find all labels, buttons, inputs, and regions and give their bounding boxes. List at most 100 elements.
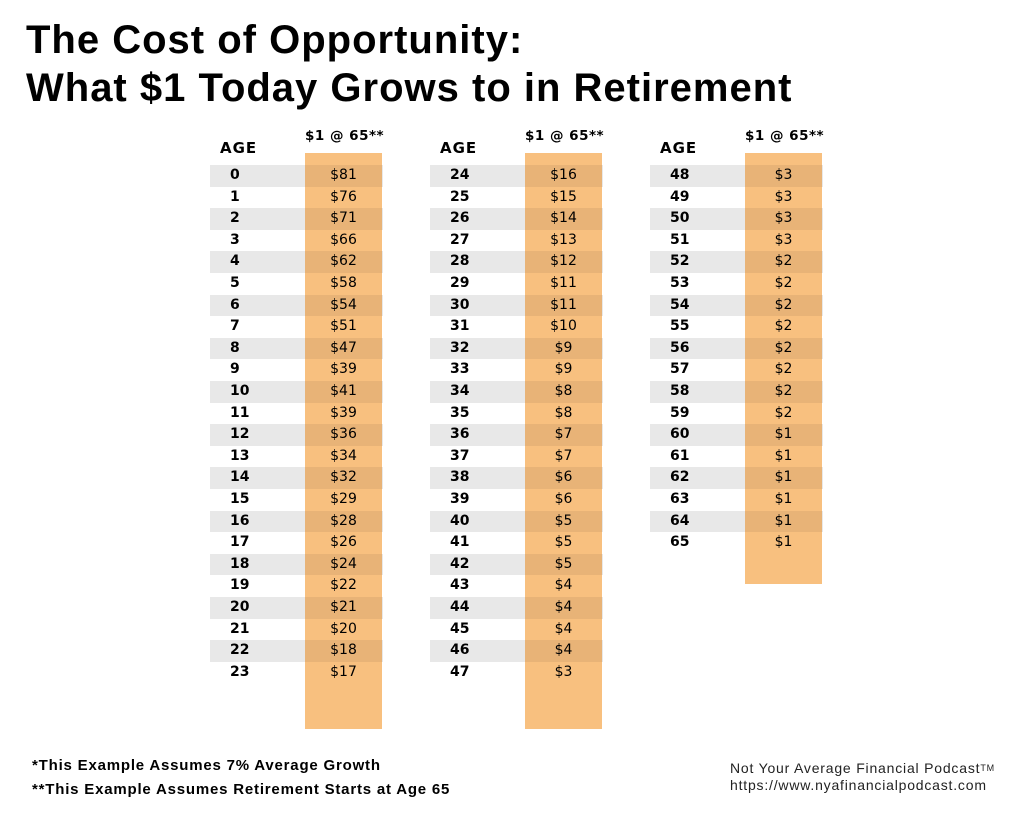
age-cell: 46 xyxy=(450,642,470,659)
table-row: 16 $28 xyxy=(210,510,383,533)
age-cell: 38 xyxy=(450,469,470,486)
age-cell: 13 xyxy=(230,447,250,464)
table-row: 3 $66 xyxy=(210,230,383,252)
table-row: 12 $36 xyxy=(210,424,383,446)
value-cell-stripe xyxy=(745,165,822,187)
value-cell: $39 xyxy=(330,404,357,421)
age-cell: 26 xyxy=(450,210,470,227)
table-row: 65 $1 xyxy=(650,532,823,554)
value-cell-stripe xyxy=(745,381,822,403)
value-cell: $4 xyxy=(554,599,573,615)
table-row: 48 $3 xyxy=(650,165,823,187)
table-row: 59 $2 xyxy=(650,403,823,425)
value-cell-stripe xyxy=(305,510,382,533)
age-cell: 7 xyxy=(230,318,240,335)
value-column-header: $1 @ 65** xyxy=(745,128,825,144)
age-cell: 40 xyxy=(450,512,470,529)
age-cell: 15 xyxy=(230,491,250,507)
age-cell: 17 xyxy=(230,534,250,551)
value-cell: $17 xyxy=(330,663,357,680)
value-cell: $1 xyxy=(774,512,793,529)
footnotes: *This Example Assumes 7% Average Growth … xyxy=(32,754,450,802)
value-cell: $16 xyxy=(550,167,577,183)
table-row: 18 $24 xyxy=(210,553,383,576)
age-cell: 4 xyxy=(230,253,240,270)
age-cell: 36 xyxy=(450,426,470,443)
age-cell: 11 xyxy=(230,404,250,421)
age-cell: 39 xyxy=(450,491,470,507)
age-cell: 12 xyxy=(230,426,250,443)
value-cell-stripe xyxy=(525,165,602,187)
value-cell: $14 xyxy=(550,210,577,227)
value-cell-stripe xyxy=(305,294,382,317)
age-cell: 56 xyxy=(670,339,690,356)
value-cell: $71 xyxy=(330,210,357,227)
table-row: 14 $32 xyxy=(210,467,383,489)
age-cell: 25 xyxy=(450,188,470,205)
value-cell: $3 xyxy=(774,188,793,205)
age-cell: 55 xyxy=(670,318,690,335)
value-cell: $29 xyxy=(330,491,357,507)
age-cell: 2 xyxy=(230,210,240,227)
table-row: 62 $1 xyxy=(650,467,823,489)
age-cell: 22 xyxy=(230,642,250,659)
table-row: 21 $20 xyxy=(210,619,383,641)
value-cell-stripe xyxy=(525,294,602,317)
value-cell: $81 xyxy=(330,167,357,183)
age-cell: 50 xyxy=(670,210,690,227)
table-row: 49 $3 xyxy=(650,187,823,209)
table-row: 25 $15 xyxy=(430,187,603,209)
value-cell: $21 xyxy=(330,599,357,615)
table-row: 39 $6 xyxy=(430,489,603,511)
table-row: 13 $34 xyxy=(210,446,383,468)
value-cell-stripe xyxy=(525,208,602,230)
value-cell: $15 xyxy=(550,188,577,205)
value-cell: $36 xyxy=(330,426,357,443)
table-row: 37 $7 xyxy=(430,446,603,468)
value-cell: $54 xyxy=(330,296,357,313)
value-cell-stripe xyxy=(525,510,602,533)
table-row: 28 $12 xyxy=(430,251,603,273)
value-cell: $22 xyxy=(330,577,357,594)
age-cell: 24 xyxy=(450,167,470,183)
brand-url: https://www.nyafinancialpodcast.com xyxy=(730,777,987,793)
value-cell: $26 xyxy=(330,534,357,551)
table-row: 8 $47 xyxy=(210,337,383,360)
value-cell: $47 xyxy=(330,339,357,356)
table-row: 17 $26 xyxy=(210,532,383,554)
value-cell: $2 xyxy=(774,383,793,399)
value-cell: $9 xyxy=(554,361,573,378)
age-cell: 6 xyxy=(230,296,240,313)
table-row: 41 $5 xyxy=(430,532,603,554)
value-cell: $12 xyxy=(550,253,577,270)
age-cell: 48 xyxy=(670,167,690,183)
table-row: 5 $58 xyxy=(210,273,383,295)
value-cell: $34 xyxy=(330,447,357,464)
age-cell: 44 xyxy=(450,599,470,615)
age-cell: 18 xyxy=(230,555,250,572)
table-row: 22 $18 xyxy=(210,640,383,662)
value-cell: $1 xyxy=(774,426,793,443)
age-cell: 43 xyxy=(450,577,470,594)
value-cell: $58 xyxy=(330,275,357,291)
trademark-mark: TM xyxy=(980,763,995,773)
value-cell-stripe xyxy=(305,381,382,403)
value-cell: $8 xyxy=(554,383,573,399)
table-row: 55 $2 xyxy=(650,316,823,338)
table-row: 29 $11 xyxy=(430,273,603,295)
age-cell: 32 xyxy=(450,339,470,356)
value-cell: $2 xyxy=(774,318,793,335)
value-cell-stripe xyxy=(305,165,382,187)
age-cell: 42 xyxy=(450,555,470,572)
value-cell: $41 xyxy=(330,383,357,399)
value-cell-stripe xyxy=(745,208,822,230)
age-cell: 47 xyxy=(450,663,470,680)
age-cell: 16 xyxy=(230,512,250,529)
age-column-header: AGE xyxy=(440,139,478,157)
table-row: 61 $1 xyxy=(650,446,823,468)
age-cell: 59 xyxy=(670,404,690,421)
age-cell: 54 xyxy=(670,296,690,313)
age-cell: 28 xyxy=(450,253,470,270)
table-row: 6 $54 xyxy=(210,294,383,317)
value-cell-stripe xyxy=(525,597,602,619)
